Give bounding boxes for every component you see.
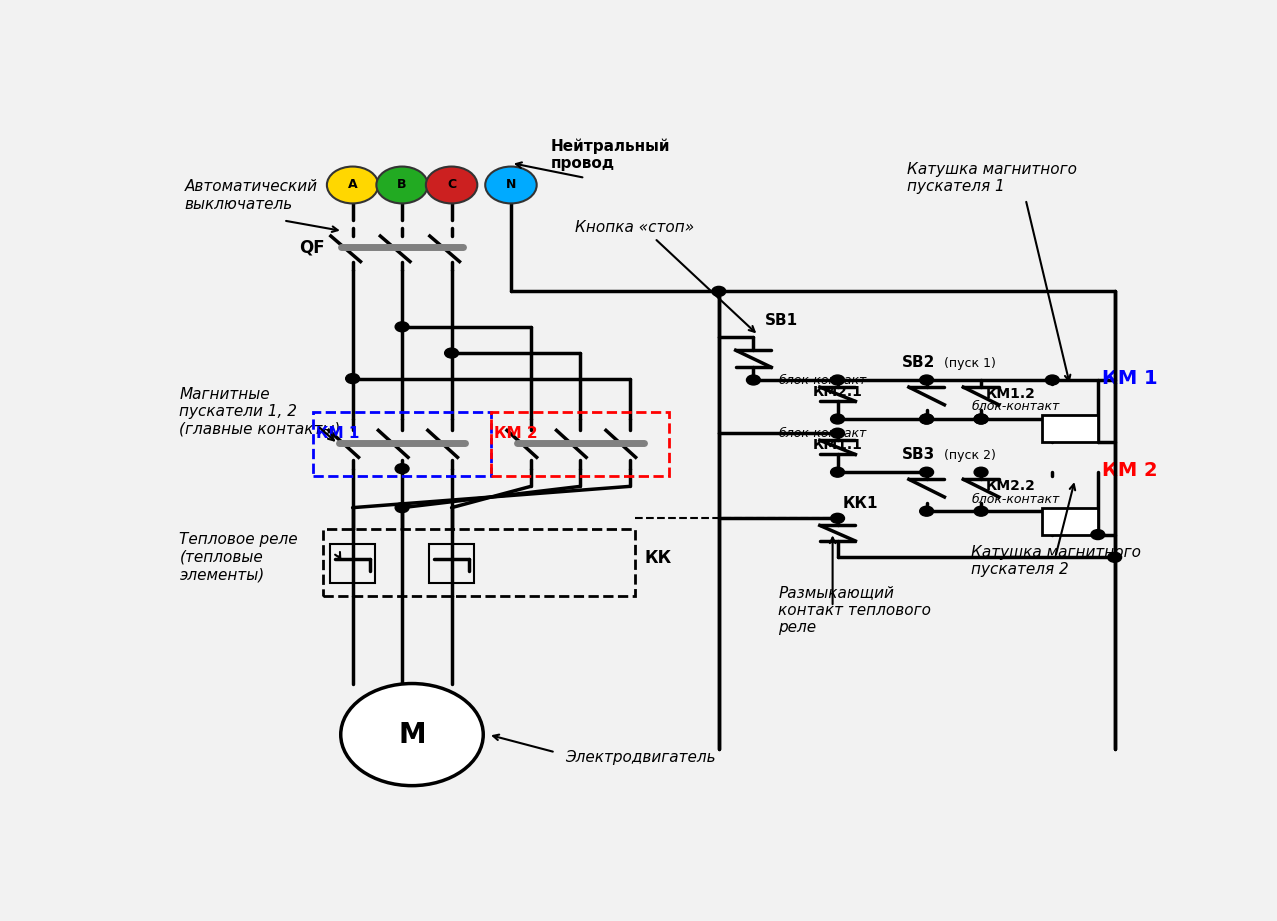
Text: (пуск 2): (пуск 2) (945, 449, 996, 462)
Text: Магнитные
пускатели 1, 2
(главные контакты): Магнитные пускатели 1, 2 (главные контак… (179, 387, 341, 437)
Circle shape (830, 467, 844, 477)
Circle shape (395, 321, 409, 332)
Text: Электродвигатель: Электродвигатель (566, 750, 716, 764)
Text: КМ 1: КМ 1 (315, 426, 359, 441)
Text: КМ 2: КМ 2 (1102, 460, 1157, 480)
Text: КМ 1: КМ 1 (1102, 368, 1157, 388)
Text: A: A (347, 179, 358, 192)
Circle shape (485, 167, 536, 204)
Text: блок-контакт: блок-контакт (778, 374, 866, 387)
Circle shape (395, 503, 409, 513)
Circle shape (974, 414, 988, 424)
Bar (313, 412, 492, 476)
Circle shape (919, 414, 933, 424)
Circle shape (341, 683, 483, 786)
Text: SB2: SB2 (902, 356, 935, 370)
Circle shape (327, 167, 378, 204)
Circle shape (830, 375, 844, 385)
Bar (492, 412, 669, 476)
Text: Нейтральный
провод: Нейтральный провод (550, 138, 670, 171)
Circle shape (919, 507, 933, 516)
Text: Размыкающий
контакт теплового
реле: Размыкающий контакт теплового реле (778, 586, 931, 635)
Circle shape (919, 414, 933, 424)
Circle shape (1091, 530, 1105, 540)
Circle shape (974, 414, 988, 424)
Circle shape (919, 467, 933, 477)
Bar (331, 543, 375, 583)
Circle shape (830, 513, 844, 523)
Bar (1042, 415, 1098, 442)
Circle shape (830, 428, 844, 438)
Text: Катушка магнитного
пускателя 2: Катушка магнитного пускателя 2 (971, 544, 1142, 577)
Text: КМ2.1: КМ2.1 (813, 385, 863, 399)
Text: блок-контакт: блок-контакт (971, 493, 1060, 506)
Text: Катушка магнитного
пускателя 1: Катушка магнитного пускателя 1 (907, 162, 1077, 194)
Circle shape (919, 375, 933, 385)
Circle shape (974, 507, 988, 516)
Circle shape (830, 414, 844, 424)
Circle shape (395, 463, 409, 473)
Text: КК: КК (645, 549, 672, 566)
Text: Кнопка «стоп»: Кнопка «стоп» (575, 220, 695, 235)
Circle shape (711, 286, 725, 297)
Text: SB3: SB3 (902, 448, 935, 462)
Text: КМ1.1: КМ1.1 (813, 437, 863, 452)
Bar (429, 543, 474, 583)
Text: Автоматический
выключатель: Автоматический выключатель (184, 180, 318, 212)
Text: B: B (397, 179, 407, 192)
Text: М: М (398, 720, 425, 749)
Circle shape (1046, 375, 1059, 385)
Text: Тепловое реле
(тепловые
элементы): Тепловое реле (тепловые элементы) (179, 532, 298, 582)
Text: КМ2.2: КМ2.2 (986, 479, 1036, 493)
Text: QF: QF (299, 239, 324, 256)
Bar (323, 529, 635, 596)
Text: SB1: SB1 (765, 313, 798, 328)
Text: КМ 2: КМ 2 (494, 426, 538, 441)
Text: (пуск 1): (пуск 1) (945, 357, 996, 370)
Bar (1042, 507, 1098, 534)
Circle shape (377, 167, 428, 204)
Circle shape (974, 467, 988, 477)
Circle shape (747, 375, 760, 385)
Text: блок-контакт: блок-контакт (778, 426, 866, 439)
Circle shape (1107, 553, 1121, 562)
Circle shape (425, 167, 478, 204)
Circle shape (444, 348, 458, 358)
Circle shape (346, 374, 360, 383)
Text: КК1: КК1 (843, 495, 879, 510)
Text: N: N (506, 179, 516, 192)
Text: блок-контакт: блок-контакт (971, 401, 1060, 414)
Text: КМ1.2: КМ1.2 (986, 387, 1036, 401)
Text: C: C (447, 179, 456, 192)
